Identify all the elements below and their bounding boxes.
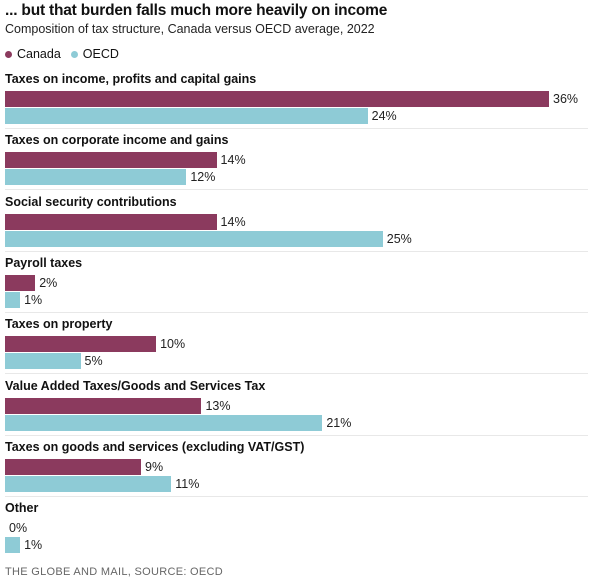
group-divider <box>5 311 588 313</box>
legend-label-canada: Canada <box>17 47 61 61</box>
legend-dot-oecd <box>70 50 78 58</box>
value-label-canada: 9% <box>145 459 164 474</box>
category-label: Taxes on income, profits and capital gai… <box>5 72 257 86</box>
value-label-oecd: 25% <box>386 231 412 246</box>
source-note: THE GLOBE AND MAIL, SOURCE: OECD <box>5 566 224 578</box>
legend: Canada OECD <box>5 47 119 61</box>
bar-canada <box>5 152 217 169</box>
bar-canada <box>5 213 217 230</box>
chart-title: ... but that burden falls much more heav… <box>5 2 388 19</box>
bar-oecd <box>5 414 323 431</box>
category-label: Payroll taxes <box>5 255 83 270</box>
bar-canada <box>5 336 157 353</box>
value-label-oecd: 24% <box>371 109 397 123</box>
category-label: Taxes on property <box>5 317 113 332</box>
legend-label-oecd: OECD <box>82 47 119 61</box>
bar-canada <box>5 274 36 291</box>
value-label-canada: 2% <box>39 275 58 290</box>
bar-oecd <box>5 475 172 492</box>
group-divider <box>5 128 588 129</box>
bar-oecd <box>5 108 368 124</box>
value-label-canada: 0% <box>9 521 28 536</box>
category-label: Other <box>5 501 39 516</box>
value-label-canada: 10% <box>160 337 186 352</box>
category-label: Value Added Taxes/Goods and Services Tax <box>5 378 266 393</box>
bar-oecd <box>5 169 187 186</box>
value-label-canada: 13% <box>205 398 231 413</box>
value-label-oecd: 1% <box>24 538 43 553</box>
value-label-canada: 36% <box>553 92 579 106</box>
category-label: Social security contributions <box>5 194 177 209</box>
category-label: Taxes on corporate income and gains <box>5 133 229 148</box>
legend-item-oecd: OECD <box>70 47 119 61</box>
group-divider <box>5 495 588 497</box>
bar-oecd <box>5 291 21 308</box>
group-divider <box>5 373 588 375</box>
bar-oecd <box>5 537 21 554</box>
group-divider <box>5 189 588 191</box>
value-label-oecd: 5% <box>84 354 103 369</box>
group-divider <box>5 250 588 252</box>
bar-oecd <box>5 230 383 247</box>
group-divider <box>5 434 588 436</box>
legend-item-canada: Canada <box>5 47 61 61</box>
legend-dot-canada <box>5 50 12 58</box>
value-label-canada: 14% <box>220 214 246 229</box>
value-label-oecd: 21% <box>326 415 352 430</box>
bar-oecd <box>5 353 81 370</box>
value-label-oecd: 11% <box>175 476 200 491</box>
value-label-oecd: 1% <box>24 292 43 307</box>
bar-canada <box>5 397 202 414</box>
chart-subtitle: Composition of tax structure, Canada ver… <box>5 22 375 36</box>
category-label: Taxes on goods and services (excluding V… <box>5 439 305 454</box>
bar-canada <box>5 91 549 107</box>
value-label-canada: 14% <box>220 153 246 168</box>
value-label-oecd: 12% <box>190 170 216 185</box>
bar-canada <box>5 458 141 475</box>
